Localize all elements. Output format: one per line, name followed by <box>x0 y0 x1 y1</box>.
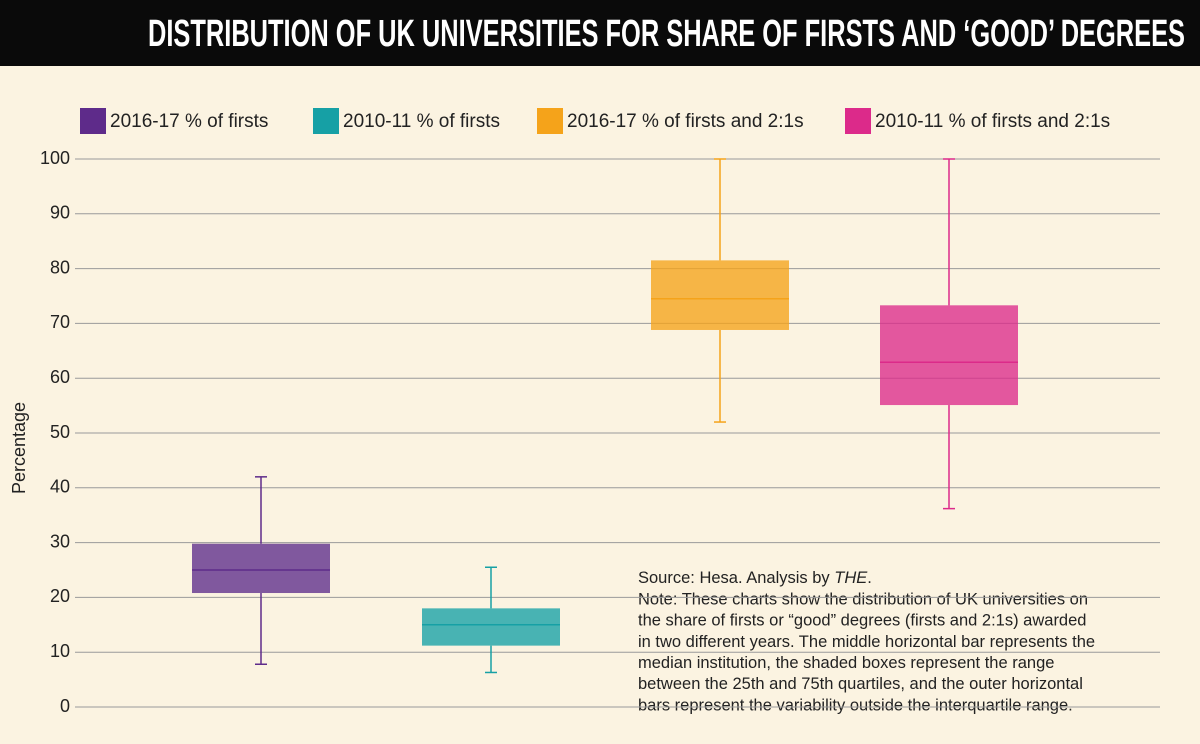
legend-label: 2016-17 % of firsts <box>110 111 268 132</box>
y-tick-label: 100 <box>40 148 70 168</box>
box <box>880 305 1018 406</box>
legend-swatch <box>313 108 339 134</box>
legend-label: 2010-11 % of firsts <box>343 111 500 132</box>
note-line: median institution, the shaded boxes rep… <box>638 654 1054 672</box>
y-tick-label: 50 <box>50 422 70 442</box>
box <box>422 608 560 646</box>
source-emphasis: THE <box>834 569 868 587</box>
y-tick-label: 30 <box>50 531 70 551</box>
y-tick-label: 60 <box>50 367 70 387</box>
legend-label: 2010-11 % of firsts and 2:1s <box>875 111 1110 132</box>
y-tick-label: 20 <box>50 586 70 606</box>
source-text: Source: Hesa. Analysis by <box>638 569 834 587</box>
note-line: bars represent the variability outside t… <box>638 696 1073 714</box>
y-tick-label: 70 <box>50 312 70 332</box>
note-line: Note: These charts show the distribution… <box>638 590 1088 608</box>
source-end: . <box>867 569 872 587</box>
legend-swatch <box>80 108 106 134</box>
y-tick-label: 40 <box>50 477 70 497</box>
legend-swatch <box>537 108 563 134</box>
y-tick-label: 0 <box>60 696 70 716</box>
y-tick-label: 10 <box>50 641 70 661</box>
legend-swatch <box>845 108 871 134</box>
note-line: the share of firsts or “good” degrees (f… <box>638 612 1086 630</box>
box <box>651 260 789 330</box>
y-axis-label: Percentage <box>9 402 29 494</box>
title-bar <box>0 0 1200 66</box>
note-line: in two different years. The middle horiz… <box>638 633 1095 651</box>
chart-title: DISTRIBUTION OF UK UNIVERSITIES FOR SHAR… <box>148 13 1185 55</box>
y-tick-label: 80 <box>50 257 70 277</box>
box <box>192 543 330 594</box>
note-line: between the 25th and 75th quartiles, and… <box>638 675 1083 693</box>
legend-label: 2016-17 % of firsts and 2:1s <box>567 111 804 132</box>
source: Source: Hesa. Analysis by THE. <box>638 569 872 587</box>
y-tick-label: 90 <box>50 203 70 223</box>
